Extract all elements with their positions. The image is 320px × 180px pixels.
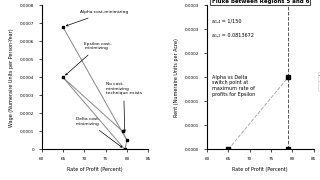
Text: Delta cost-
minimizing: Delta cost- minimizing [76, 117, 122, 147]
Legend: Delta, Epsilon, Switch Point: Delta, Epsilon, Switch Point [318, 72, 320, 91]
Text: Alpha vs Delta
switch point at
maximum rate of
profits for Epsilon: Alpha vs Delta switch point at maximum r… [212, 75, 255, 97]
Text: Alpha cost-minimizing: Alpha cost-minimizing [66, 10, 128, 26]
Text: a₁,₂ = 0.0813672: a₁,₂ = 0.0813672 [212, 33, 254, 38]
Y-axis label: Rent (Numeraire Units per Acre): Rent (Numeraire Units per Acre) [174, 38, 180, 117]
X-axis label: Rate of Profit (Percent): Rate of Profit (Percent) [232, 167, 288, 172]
X-axis label: Rate of Profit (Percent): Rate of Profit (Percent) [67, 167, 123, 172]
Delta [226, 148, 230, 150]
Y-axis label: Wage (Numeraire Units per Person-Year): Wage (Numeraire Units per Person-Year) [9, 28, 14, 127]
Line: Epsilon: Epsilon [228, 77, 288, 149]
Epsilon [226, 148, 230, 150]
Text: a₁,₄ = 1/150: a₁,₄ = 1/150 [212, 19, 242, 24]
Text: Epsilon cost-
minimizing: Epsilon cost- minimizing [66, 42, 112, 75]
Title: Fluke between Regions 5 and 6: Fluke between Regions 5 and 6 [212, 0, 309, 4]
Delta [286, 148, 290, 150]
Text: No cost-
minimizing
technique exists: No cost- minimizing technique exists [106, 82, 142, 131]
Epsilon [286, 76, 290, 78]
